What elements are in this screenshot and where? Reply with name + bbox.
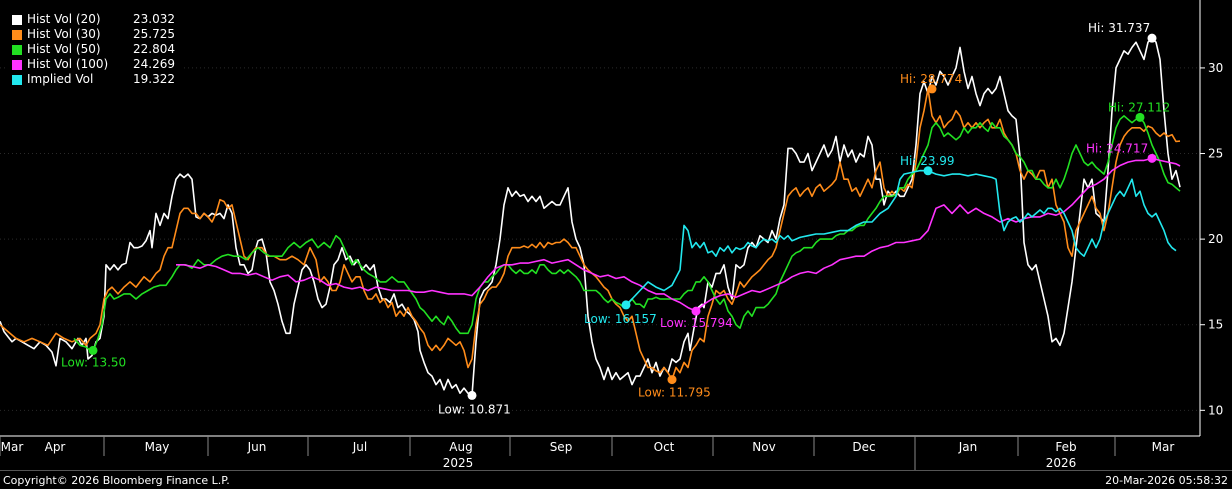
extreme-label: Hi: 23.99 — [900, 154, 955, 168]
extreme-label: Low: 11.795 — [638, 386, 711, 400]
extreme-marker — [1147, 153, 1157, 163]
extreme-marker — [923, 166, 933, 176]
footer: Copyright© 2026 Bloomberg Finance L.P. 2… — [0, 470, 1232, 489]
extreme-marker — [667, 375, 677, 385]
series-layer — [0, 37, 1181, 397]
legend-entry-hv30: Hist Vol (30) 25.725 — [12, 27, 175, 42]
legend-value: 25.725 — [133, 27, 175, 41]
y-tick-label: 20 — [1208, 232, 1223, 246]
extreme-marker — [621, 300, 631, 310]
legend-entry-hv20: Hist Vol (20) 23.032 — [12, 12, 175, 27]
copyright-text: Copyright© 2026 Bloomberg Finance L.P. — [3, 474, 230, 487]
legend: Hist Vol (20) 23.032 Hist Vol (30) 25.72… — [8, 10, 181, 90]
legend-label: Implied Vol — [27, 72, 94, 86]
extreme-label: Hi: 27.112 — [1108, 100, 1170, 114]
extreme-marker — [1147, 33, 1157, 43]
legend-swatch — [12, 59, 22, 70]
legend-label: Hist Vol (100) — [27, 57, 109, 71]
legend-swatch — [12, 44, 22, 55]
extreme-marker — [467, 390, 477, 400]
extreme-label: Low: 10.871 — [438, 402, 511, 416]
legend-value: 19.322 — [133, 72, 175, 86]
legend-label: Hist Vol (20) — [27, 12, 101, 26]
legend-value: 24.269 — [133, 57, 175, 71]
x-tick-label: Jan — [958, 440, 978, 454]
legend-swatch — [12, 74, 22, 85]
legend-entry-hv50: Hist Vol (50) 22.804 — [12, 42, 175, 57]
legend-value: 23.032 — [133, 12, 175, 26]
extreme-marker — [1135, 112, 1145, 122]
legend-entry-implied: Implied Vol 19.322 — [12, 72, 175, 87]
extreme-marker — [88, 345, 98, 355]
legend-label: Hist Vol (50) — [27, 42, 101, 56]
x-tick-label: Nov — [752, 440, 775, 454]
y-tick-label: 15 — [1208, 318, 1223, 332]
x-tick-label: Aug — [449, 440, 472, 454]
x-year-label: 2026 — [1046, 456, 1077, 470]
x-tick-label: Dec — [852, 440, 875, 454]
x-tick-label: Oct — [654, 440, 675, 454]
extreme-marker — [927, 84, 937, 94]
x-tick-label: Sep — [550, 440, 573, 454]
extreme-label: Low: 15.794 — [660, 316, 733, 330]
y-tick-label: 30 — [1208, 61, 1223, 75]
series-line-hist-vol-100- — [176, 157, 1181, 312]
legend-swatch — [12, 14, 22, 25]
extreme-label: Hi: 24.717 — [1086, 141, 1148, 155]
legend-value: 22.804 — [133, 42, 175, 56]
x-tick-label: Jul — [352, 440, 367, 454]
annotation-layer: Low: 13.50 Low: 10.871 Low: 11.795 Low: 16.… — [61, 21, 1170, 416]
timestamp-text: 20-Mar-2026 05:58:32 — [1105, 474, 1228, 487]
grid-layer — [0, 67, 1200, 411]
extreme-label: Low: 16.157 — [584, 312, 657, 326]
extreme-marker — [691, 306, 701, 316]
y-tick-label: 25 — [1208, 147, 1223, 161]
x-tick-label: Mar — [1152, 440, 1175, 454]
y-tick-label: 10 — [1208, 403, 1223, 417]
x-tick-label: Apr — [45, 440, 66, 454]
x-tick-label: Feb — [1055, 440, 1076, 454]
legend-entry-hv100: Hist Vol (100) 24.269 — [12, 57, 175, 72]
legend-swatch — [12, 29, 22, 40]
extreme-label: Hi: 28.774 — [900, 72, 962, 86]
extreme-label: Hi: 31.737 — [1088, 21, 1150, 35]
extreme-label: Low: 13.50 — [61, 355, 126, 369]
x-tick-label: Mar — [1, 440, 24, 454]
legend-label: Hist Vol (30) — [27, 27, 101, 41]
x-tick-label: May — [145, 440, 170, 454]
volatility-chart: Low: 13.50 Low: 10.871 Low: 11.795 Low: 16.… — [0, 0, 1224, 470]
x-tick-label: Jun — [247, 440, 267, 454]
x-year-label: 2025 — [443, 456, 474, 470]
